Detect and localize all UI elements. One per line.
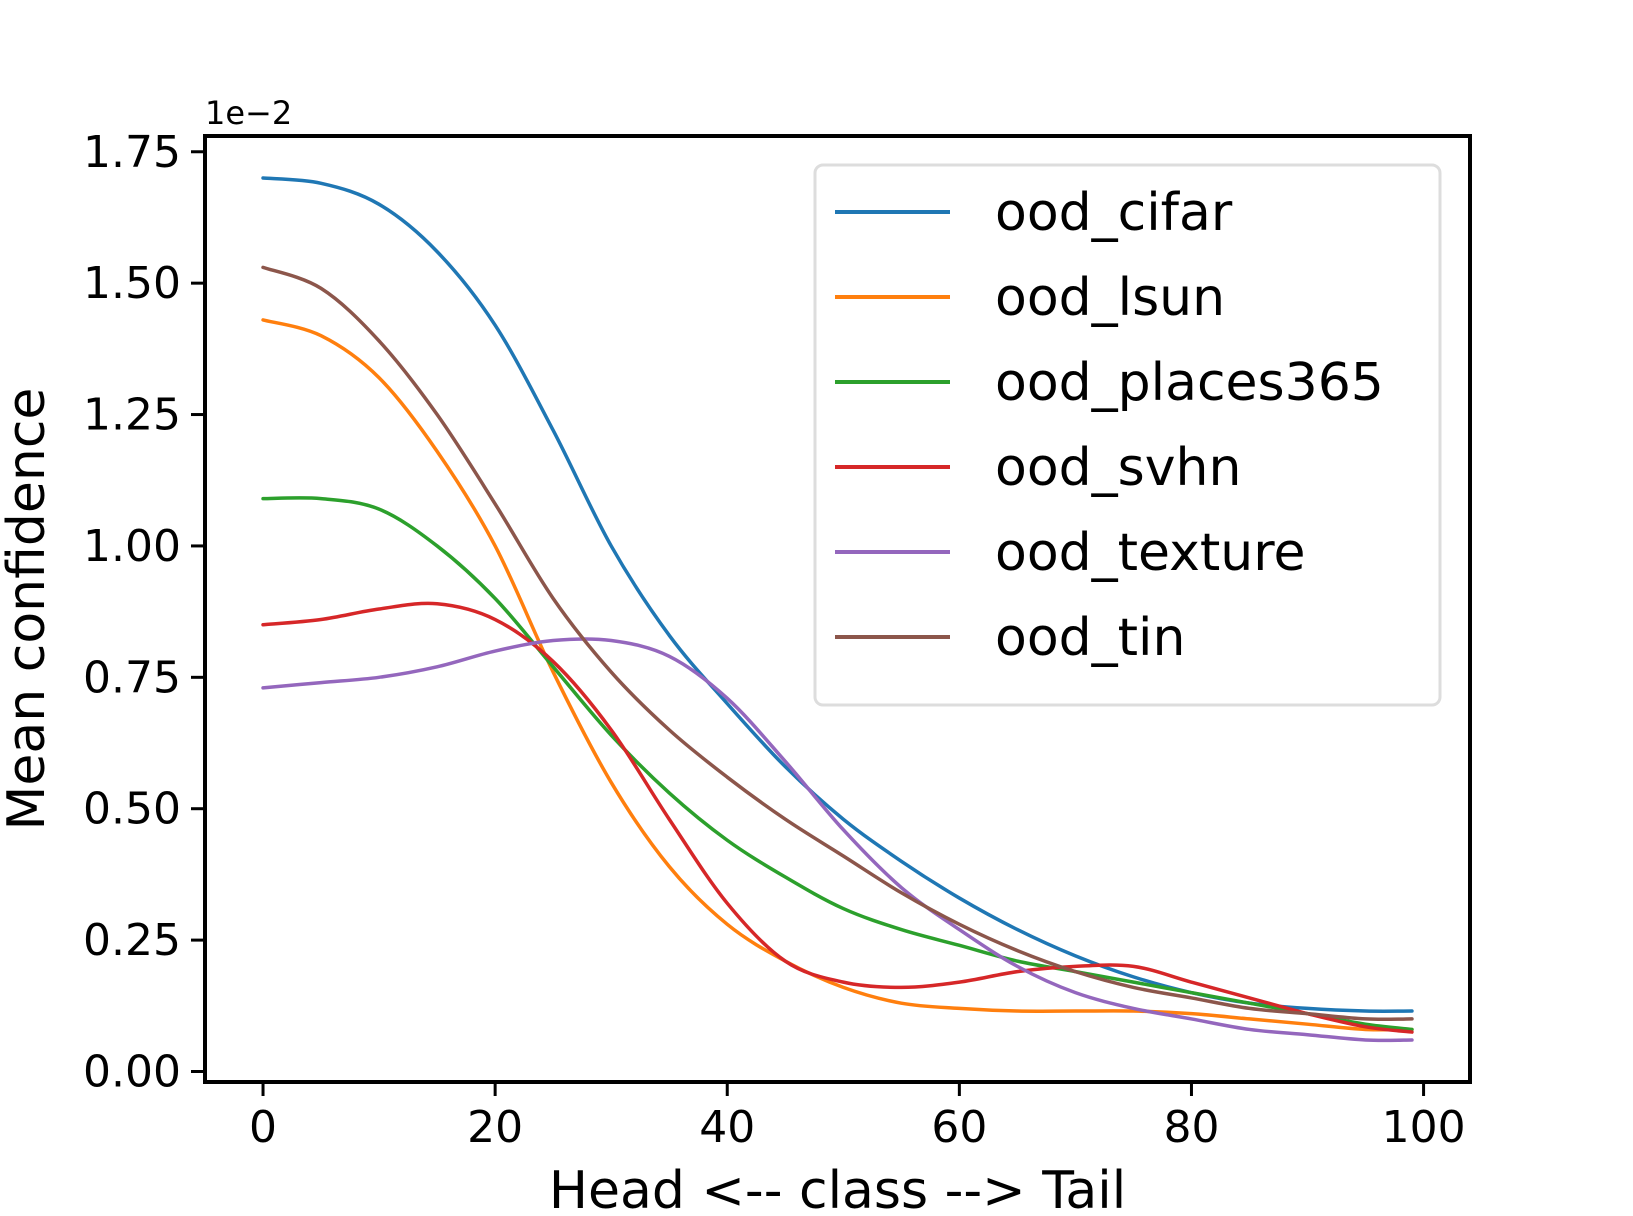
y-tick-label: 0.75	[83, 652, 181, 703]
legend-label: ood_lsun	[995, 268, 1225, 328]
y-tick-label: 0.50	[83, 784, 181, 835]
y-axis-label: Mean confidence	[0, 388, 57, 831]
x-tick-label: 60	[931, 1102, 987, 1153]
x-tick-label: 80	[1163, 1102, 1219, 1153]
x-axis-label: Head <-- class --> Tail	[549, 1161, 1126, 1216]
y-tick-label: 1.25	[83, 390, 181, 441]
series-line-ood-places365	[261, 496, 1414, 1032]
legend-label: ood_cifar	[995, 183, 1233, 243]
y-tick-label: 1.75	[83, 127, 181, 178]
y-offset-label: 1e−2	[205, 94, 292, 132]
series-line-ood-svhn	[261, 601, 1414, 1034]
plot-series	[261, 176, 1414, 1043]
legend-label: ood_svhn	[995, 438, 1241, 498]
x-tick-label: 0	[249, 1102, 277, 1153]
x-axis: 0 20 40 60 80 100	[249, 1082, 1466, 1153]
x-tick-label: 20	[467, 1102, 523, 1153]
y-tick-label: 1.50	[83, 258, 181, 309]
x-tick-label: 100	[1382, 1102, 1466, 1153]
legend: ood_cifar ood_lsun ood_places365 ood_svhnoo…	[813, 163, 1442, 707]
y-tick-label: 0.00	[83, 1046, 181, 1097]
series-line-ood-tin	[261, 265, 1414, 1022]
legend-label: ood_tin	[995, 608, 1185, 668]
series-line-ood-texture	[261, 637, 1414, 1043]
legend-label: ood_places365	[995, 353, 1384, 413]
y-axis: 0.00 0.25 0.50 0.75 1.00 1.25 1.50 1.75	[83, 127, 205, 1097]
legend-box	[813, 163, 1442, 707]
x-tick-label: 40	[699, 1102, 755, 1153]
y-tick-label: 0.25	[83, 915, 181, 966]
y-tick-label: 1.00	[83, 521, 181, 572]
legend-label: ood_texture	[995, 523, 1305, 583]
plot-frame	[203, 134, 1472, 1084]
